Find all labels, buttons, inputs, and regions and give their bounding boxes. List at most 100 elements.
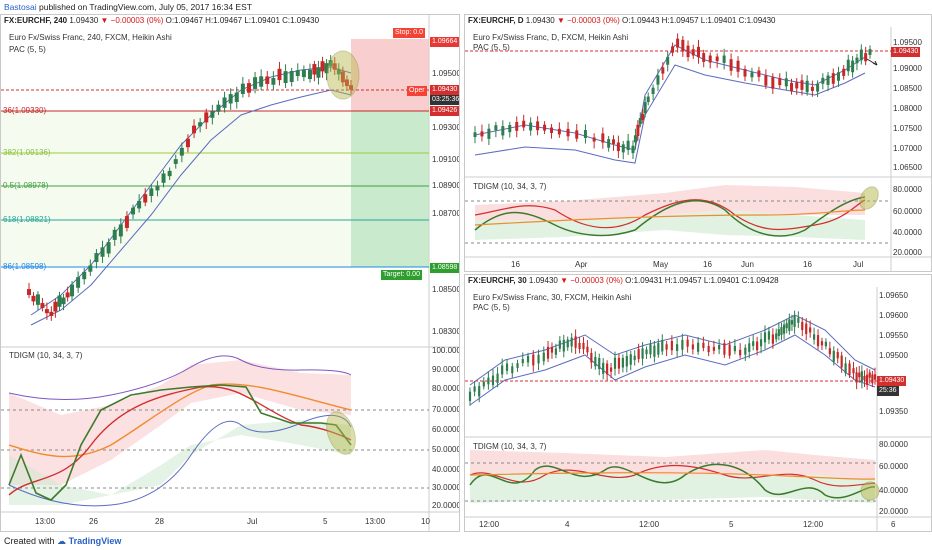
instrument-title: Euro Fx/Swiss Franc, 240, FXCM, Heikin A… (9, 33, 172, 42)
candle-body (676, 344, 679, 351)
candle-body (657, 343, 660, 355)
candle-body (70, 284, 75, 297)
open-tag[interactable]: Oper (407, 86, 427, 96)
fib-label: 382(1.09136) (3, 148, 51, 157)
candle-body (550, 347, 554, 353)
date-axis-label: 16 (703, 260, 712, 269)
candle-body (532, 354, 535, 366)
chart-daily-panel[interactable]: FX:EURCHF, D 1.09430 ▼ −0.00003 (0%) O:1… (464, 14, 932, 272)
candle-body (582, 342, 585, 350)
tradingview-logo-link[interactable]: TradingView (68, 536, 122, 546)
date-axis-label: 26 (89, 517, 98, 526)
candle-body (651, 87, 655, 95)
tradingview-cloud-icon: ☁ (57, 536, 67, 546)
indicator-axis-label: 60.0000 (432, 425, 460, 434)
candle-body (550, 127, 554, 134)
candle-body (574, 336, 577, 348)
candle-body (790, 82, 794, 92)
candle-body (645, 349, 648, 355)
candle-body (578, 342, 581, 349)
candle-body (320, 61, 325, 72)
candle-body (289, 70, 294, 82)
date-axis-label: 10 (421, 517, 430, 526)
date-axis-label: 12:00 (639, 520, 660, 529)
candle-body (810, 86, 814, 91)
price-tag-target: 1.08598 (430, 263, 459, 273)
date-axis-label: Jul (853, 260, 864, 269)
price-change: ▼ −0.00003 (0%) (560, 276, 623, 285)
candle-body (820, 341, 824, 346)
candle-body (800, 80, 804, 90)
candle-body (759, 339, 763, 347)
candle-body (137, 200, 142, 209)
candle-body (124, 216, 129, 228)
chart-240-panel[interactable]: FX:EURCHF, 240 1.09430 ▼ −0.00003 (0%) O… (0, 14, 460, 532)
candle-body (842, 68, 846, 76)
candle-body (521, 359, 524, 364)
candle-body (526, 355, 530, 363)
candle-body (602, 362, 605, 374)
symbol-header: FX:EURCHF, 240 1.09430 ▼ −0.00003 (0%) O… (4, 15, 319, 27)
date-axis-label: 5 (323, 517, 328, 526)
price-tag-bid: 1.09426 (430, 106, 459, 116)
candle-body (702, 53, 706, 62)
indicator-axis-label: 20.0000 (893, 248, 922, 257)
candle-body (702, 342, 705, 348)
date-axis-label: 12:00 (803, 520, 824, 529)
footer: Created with ☁ TradingView (0, 532, 932, 550)
candle-body (778, 77, 782, 86)
candle-body (131, 207, 136, 215)
candle-body (816, 335, 820, 347)
chart-30m-panel[interactable]: FX:EURCHF, 30 1.09430 ▼ −0.00003 (0%) O:… (464, 274, 932, 532)
candle-body (795, 82, 799, 89)
candle-body (328, 60, 333, 67)
chart-daily-canvas (465, 27, 931, 271)
candle-body (468, 391, 472, 401)
candle-body (336, 69, 341, 75)
candle-body (76, 277, 81, 288)
ohlc-values: O:1.09443 H:1.09457 L:1.09401 C:1.09430 (622, 16, 776, 25)
candle-body (686, 45, 690, 58)
candle-body (598, 357, 601, 370)
candle-body (763, 332, 767, 343)
candle-body (836, 72, 840, 81)
candle-body (82, 271, 87, 280)
price-axis-label: 1.09600 (879, 311, 908, 320)
candle-body (57, 295, 62, 307)
stop-tag[interactable]: Stop: 0.0 (393, 28, 426, 38)
symbol-header: FX:EURCHF, D 1.09430 ▼ −0.00003 (0%) O:1… (468, 15, 776, 27)
indicator-axis-label: 50.0000 (432, 445, 460, 454)
candle-body (816, 84, 820, 92)
candle-body (728, 344, 731, 356)
date-axis-label: 28 (155, 517, 164, 526)
candle-body (106, 242, 111, 254)
candle-body (61, 297, 66, 305)
indicator-label: TDIGM (10, 34, 3, 7) (473, 442, 547, 451)
candle-body (179, 147, 184, 156)
candle-body (307, 69, 312, 80)
price-axis-label: 1.08000 (893, 104, 922, 113)
target-tag[interactable]: Target: 0.00 (381, 270, 422, 280)
candle-body (666, 56, 670, 65)
candle-body (543, 124, 547, 131)
candle-body (566, 128, 570, 137)
candle-body (681, 39, 685, 52)
candle-body (204, 112, 209, 123)
pac-label: PAC (5, 5) (473, 303, 510, 312)
candle-body (691, 344, 694, 350)
indicator-axis-label: 90.0000 (432, 365, 460, 374)
candle-body (344, 79, 349, 87)
candle-body (301, 69, 306, 78)
candle-body (646, 96, 650, 103)
candle-body (246, 83, 251, 93)
author-link[interactable]: Bastosai (4, 2, 37, 12)
candle-body (676, 38, 680, 48)
candle-body (661, 339, 664, 352)
date-axis-label: May (653, 260, 669, 269)
candle-body (607, 139, 611, 148)
candle-body (752, 341, 755, 346)
candle-body (733, 345, 736, 352)
candle-body (777, 329, 780, 336)
candle-body (873, 374, 877, 380)
candle-body (536, 121, 540, 131)
